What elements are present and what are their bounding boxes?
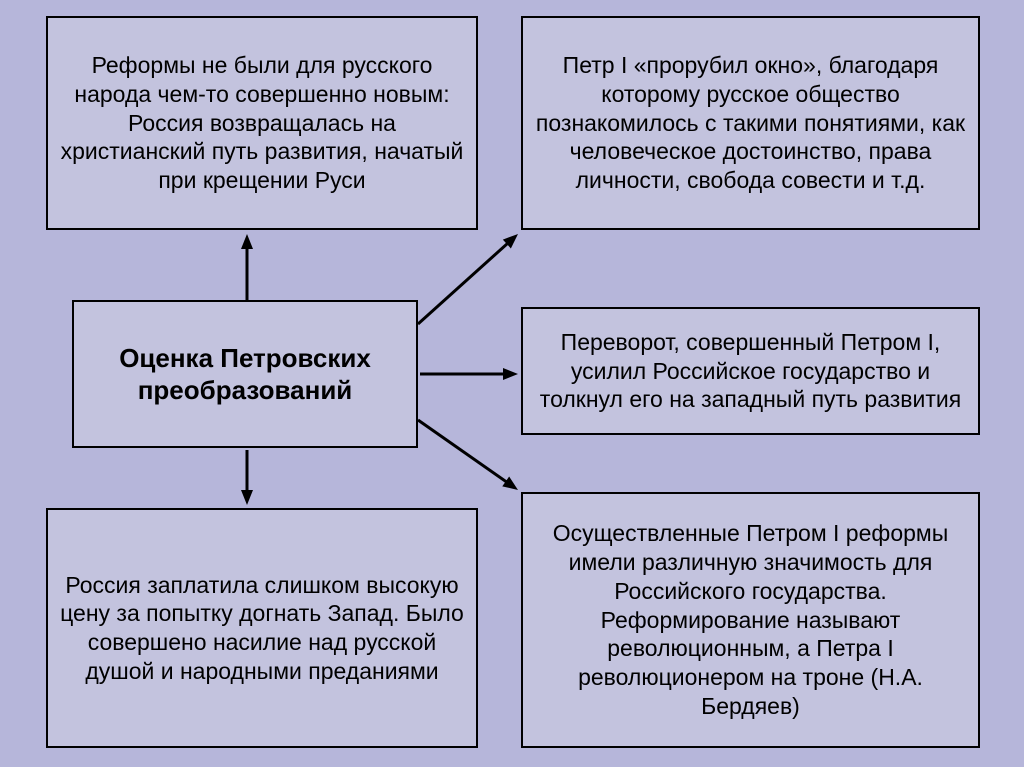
diagram-canvas: Оценка Петровских преобразований Реформы…: [0, 0, 1024, 767]
box-mid-right-text: Переворот, совершенный Петром I, усилил …: [535, 328, 966, 414]
box-bot-left: Россия заплатила слишком высокую цену за…: [46, 508, 478, 748]
box-top-right-text: Петр I «прорубил окно», благодаря которо…: [535, 51, 966, 195]
box-bot-right: Осуществленные Петром I реформы имели ра…: [521, 492, 980, 748]
central-text: Оценка Петровских преобразований: [86, 342, 404, 407]
box-bot-right-text: Осуществленные Петром I реформы имели ра…: [535, 519, 966, 720]
box-bot-left-text: Россия заплатила слишком высокую цену за…: [60, 571, 464, 686]
box-top-left: Реформы не были для русского народа чем-…: [46, 16, 478, 230]
central-box: Оценка Петровских преобразований: [72, 300, 418, 448]
box-top-right: Петр I «прорубил окно», благодаря которо…: [521, 16, 980, 230]
box-mid-right: Переворот, совершенный Петром I, усилил …: [521, 307, 980, 435]
box-top-left-text: Реформы не были для русского народа чем-…: [60, 51, 464, 195]
